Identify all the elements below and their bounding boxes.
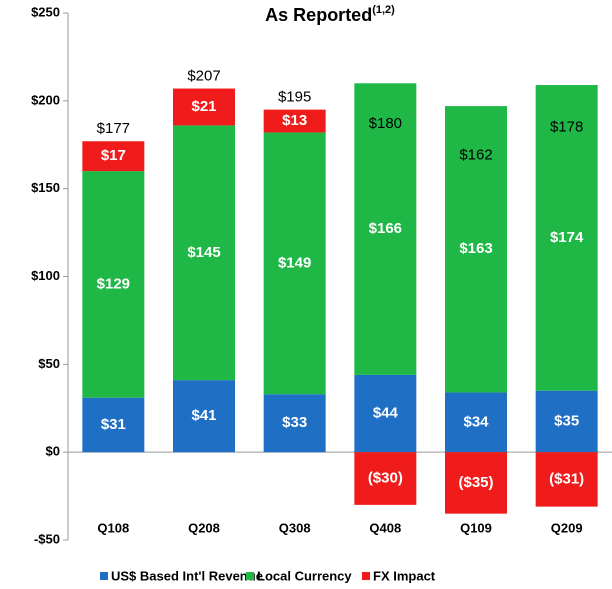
bar-segment (263, 394, 326, 453)
value-label: $21 (191, 98, 216, 115)
value-label: ($31) (549, 470, 584, 487)
bar-segment (354, 452, 417, 505)
value-label: $163 (459, 240, 492, 257)
bar-segment (535, 390, 598, 453)
value-label: $149 (278, 254, 311, 271)
value-label: $17 (101, 147, 126, 164)
value-label: $44 (373, 404, 399, 421)
bar-segment (263, 109, 326, 133)
bar-segment (535, 85, 598, 391)
bar-segment (173, 380, 235, 453)
value-label: $41 (191, 407, 216, 424)
total-label: $180 (369, 115, 402, 132)
value-label: ($30) (368, 469, 403, 486)
y-tick-label: $250 (31, 4, 60, 19)
value-label: $33 (282, 414, 307, 431)
y-tick-label: -$50 (34, 531, 60, 546)
y-tick-label: $100 (31, 268, 60, 283)
bar-segment (354, 374, 417, 453)
y-tick-label: $0 (46, 444, 60, 459)
legend-swatch (100, 572, 108, 580)
bar-segment (445, 106, 507, 393)
bar-segment (263, 132, 326, 395)
x-tick-label: Q208 (188, 520, 220, 535)
total-label: $162 (459, 147, 492, 164)
y-tick-label: $150 (31, 180, 60, 195)
total-label: $178 (550, 118, 583, 135)
legend-label: Local Currency (257, 568, 352, 583)
value-label: $129 (97, 275, 130, 292)
bar-segment (82, 397, 145, 453)
value-label: $145 (187, 244, 220, 261)
value-label: $31 (101, 416, 126, 433)
x-tick-label: Q408 (369, 520, 401, 535)
x-tick-label: Q108 (97, 520, 129, 535)
value-label: $166 (369, 220, 402, 237)
total-label: $195 (278, 89, 311, 106)
legend-label: FX Impact (373, 568, 436, 583)
bar-segment (173, 125, 235, 381)
bar-segment (535, 452, 598, 507)
value-label: $34 (463, 413, 489, 430)
legend-swatch (246, 572, 254, 580)
chart-title: As Reported(1,2) (265, 4, 395, 25)
legend-label: US$ Based Int'l Revenue (111, 568, 263, 583)
x-tick-label: Q308 (279, 520, 311, 535)
total-label: $207 (187, 68, 220, 85)
x-tick-label: Q209 (551, 520, 583, 535)
value-label: $13 (282, 112, 307, 129)
bar-segment (445, 452, 507, 514)
value-label: ($35) (458, 474, 493, 491)
bar-segment (445, 392, 507, 453)
bar-segment (82, 171, 145, 398)
bar-segment (173, 88, 235, 126)
legend-swatch (362, 572, 370, 580)
bar-segment (354, 83, 417, 375)
bar-segment (82, 141, 145, 172)
total-label: $177 (97, 120, 130, 137)
y-tick-label: $50 (38, 356, 60, 371)
value-label: $174 (550, 229, 584, 246)
value-label: $35 (554, 412, 579, 429)
y-tick-label: $200 (31, 92, 60, 107)
x-tick-label: Q109 (460, 520, 492, 535)
